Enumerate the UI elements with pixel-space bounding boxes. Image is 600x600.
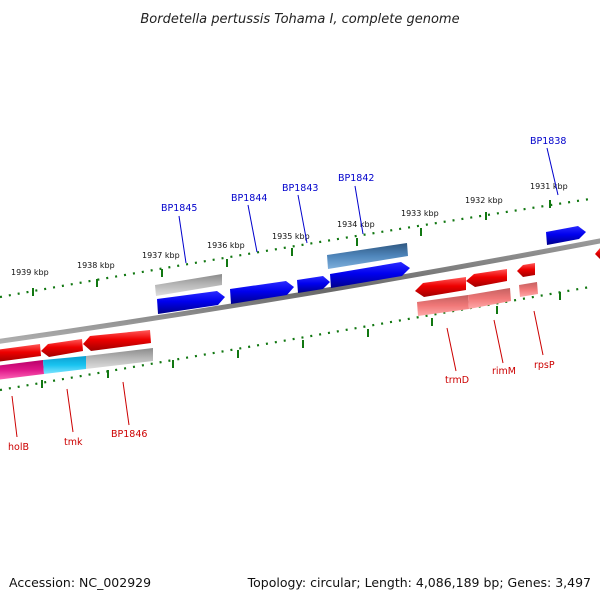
label-tmk: tmk: [64, 437, 83, 448]
leader-bp1844: [247, 204, 258, 253]
gene-holb-feature: [0, 360, 44, 380]
tick-label-1939: 1939 kbp: [11, 268, 49, 277]
gene-bp1842-alt: [327, 243, 408, 269]
leader-bp1843: [297, 194, 308, 244]
tick-label-1932: 1932 kbp: [465, 196, 503, 205]
label-bp1843: BP1843: [282, 183, 318, 194]
accession-text: Accession: NC_002929: [9, 575, 151, 590]
gene-bp1845-pseudo: [155, 274, 222, 296]
tick-label-1937: 1937 kbp: [142, 251, 180, 260]
gene-trmd-feature: [417, 295, 469, 316]
genome-backbone: [0, 238, 600, 344]
gene-tmk-feature: [43, 356, 86, 374]
gene-bp1843: [297, 276, 330, 293]
leader-tmk: [66, 388, 74, 433]
label-holb: holB: [8, 442, 29, 453]
minus-label-leaders: [11, 310, 544, 438]
tick-label-1938: 1938 kbp: [77, 261, 115, 270]
gene-bp1845: [157, 291, 225, 314]
label-rimm: rimM: [492, 366, 516, 377]
tick-label-1931: 1931 kbp: [530, 182, 568, 191]
label-bp1846: BP1846: [111, 429, 147, 440]
gene-rpsp: [517, 263, 535, 277]
label-bp1845: BP1845: [161, 203, 197, 214]
tick-label-1935: 1935 kbp: [272, 232, 310, 241]
tick-label-1933: 1933 kbp: [401, 209, 439, 218]
leader-bp1845: [178, 215, 187, 264]
gene-bp1844: [230, 281, 294, 304]
gene-tmk: [41, 339, 83, 357]
tick-label-1936: 1936 kbp: [207, 241, 245, 250]
minus-major-ticks: [41, 292, 561, 388]
gene-bp1846-pseudo: [86, 348, 153, 369]
plus-label-leaders: [178, 147, 559, 264]
gene-bp1838: [546, 226, 586, 245]
leader-rimm: [493, 319, 504, 364]
label-bp1838: BP1838: [530, 136, 566, 147]
gene-rimm-feature: [468, 288, 511, 309]
gene-rimm: [466, 269, 507, 287]
plus-scale-track: [0, 197, 591, 299]
tick-label-1934: 1934 kbp: [337, 220, 375, 229]
label-rpsp: rpsP: [534, 360, 555, 371]
minus-strand-genes: [0, 248, 600, 380]
map-title: Bordetella pertussis Tohama I, complete …: [140, 12, 459, 27]
label-bp1844: BP1844: [231, 193, 267, 204]
gene-bp1846: [83, 330, 151, 351]
leader-trmd: [446, 327, 457, 372]
leader-bp1842: [354, 185, 364, 235]
gene-rpsp-feature: [519, 282, 538, 297]
leader-bp1838: [546, 147, 559, 196]
label-bp1842: BP1842: [338, 173, 374, 184]
plus-major-ticks: [32, 200, 551, 296]
leader-bp1846: [122, 381, 130, 426]
leader-holb: [11, 395, 18, 438]
gene-holb: [0, 344, 41, 362]
plus-strand-genes: [155, 226, 586, 314]
genome-summary-text: Topology: circular; Length: 4,086,189 bp…: [247, 575, 591, 590]
gene-offscreen-right: [595, 248, 600, 259]
gene-bp1842: [330, 262, 410, 288]
leader-rpsp: [533, 310, 544, 356]
gene-trmd: [415, 277, 466, 297]
label-trmd: trmD: [445, 375, 469, 386]
